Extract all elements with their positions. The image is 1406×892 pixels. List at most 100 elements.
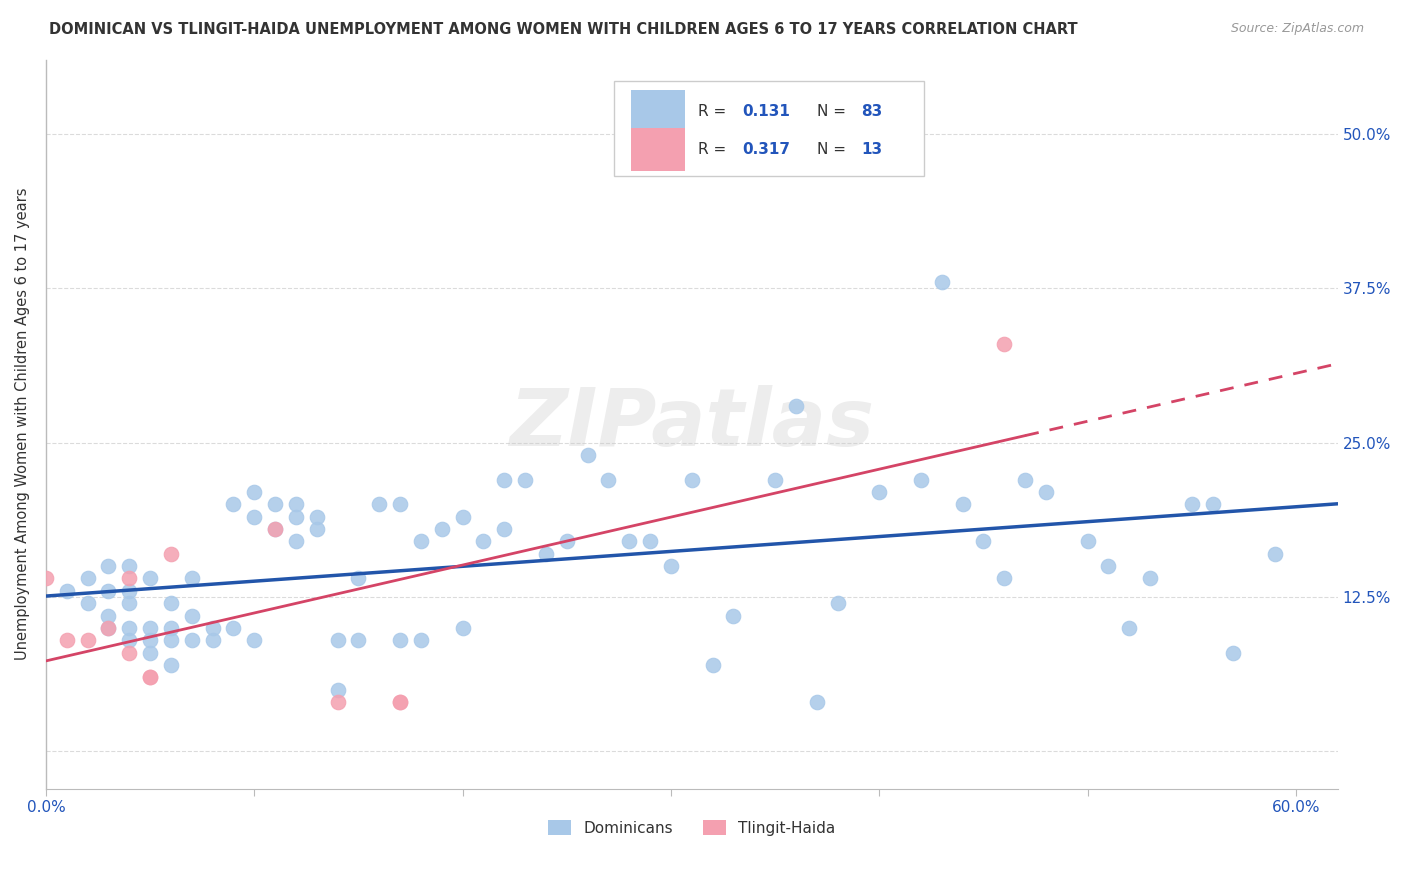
Point [97,559,120,574]
Point [1118,621,1140,635]
Point [180,572,202,586]
Point [910,473,932,487]
Point [409,633,432,648]
Point [76,633,98,648]
Point [97,621,120,635]
Point [97,583,120,598]
Point [326,682,349,697]
Point [659,559,682,574]
Point [555,534,578,549]
Text: 13: 13 [860,142,882,157]
Point [118,633,141,648]
Point [389,695,412,709]
Point [160,657,183,672]
Point [513,473,536,487]
Point [222,497,245,511]
Text: N =: N = [817,142,851,157]
Text: Source: ZipAtlas.com: Source: ZipAtlas.com [1230,22,1364,36]
Point [118,646,141,660]
Point [598,473,620,487]
Point [347,633,370,648]
Point [702,657,724,672]
Point [827,596,849,610]
Point [56,633,79,648]
Point [993,572,1015,586]
Point [222,621,245,635]
Point [952,497,974,511]
Point [1014,473,1036,487]
Text: R =: R = [699,142,731,157]
Point [868,485,890,500]
Point [931,275,953,289]
Point [139,633,162,648]
Point [118,583,141,598]
Point [76,572,98,586]
Point [243,509,266,524]
Point [1264,547,1286,561]
Point [763,473,786,487]
Point [285,497,308,511]
Text: 83: 83 [860,104,882,120]
Point [1077,534,1099,549]
Point [56,583,79,598]
Point [264,522,287,536]
Y-axis label: Unemployment Among Women with Children Ages 6 to 17 years: Unemployment Among Women with Children A… [15,188,30,660]
Point [97,621,120,635]
Point [160,596,183,610]
Point [472,534,495,549]
FancyBboxPatch shape [631,128,685,171]
Text: DOMINICAN VS TLINGIT-HAIDA UNEMPLOYMENT AMONG WOMEN WITH CHILDREN AGES 6 TO 17 Y: DOMINICAN VS TLINGIT-HAIDA UNEMPLOYMENT … [49,22,1078,37]
Point [451,509,474,524]
Point [118,596,141,610]
Text: N =: N = [817,104,851,120]
Point [972,534,994,549]
Point [1201,497,1223,511]
Point [201,633,224,648]
Point [1035,485,1057,500]
Point [534,547,557,561]
FancyBboxPatch shape [631,90,685,133]
Point [785,399,807,413]
Point [118,621,141,635]
Point [243,633,266,648]
Point [285,509,308,524]
Point [180,608,202,623]
Point [1139,572,1161,586]
Point [160,621,183,635]
Point [180,633,202,648]
Point [993,336,1015,351]
Point [389,695,412,709]
Point [451,621,474,635]
Point [264,497,287,511]
Point [118,559,141,574]
Text: R =: R = [699,104,731,120]
Point [118,572,141,586]
Point [723,608,745,623]
Point [139,646,162,660]
Point [1097,559,1119,574]
Point [326,633,349,648]
Point [243,485,266,500]
Point [638,534,661,549]
Point [139,621,162,635]
Point [35,572,58,586]
Point [389,497,412,511]
Point [285,534,308,549]
Point [76,596,98,610]
Point [139,572,162,586]
Point [139,670,162,684]
Point [264,522,287,536]
Point [430,522,453,536]
Point [305,522,328,536]
Point [139,670,162,684]
Point [409,534,432,549]
Text: 0.131: 0.131 [742,104,790,120]
Point [97,608,120,623]
Point [619,534,641,549]
Point [1222,646,1244,660]
Point [326,695,349,709]
FancyBboxPatch shape [614,81,924,177]
Point [201,621,224,635]
Point [389,633,412,648]
Point [494,522,516,536]
